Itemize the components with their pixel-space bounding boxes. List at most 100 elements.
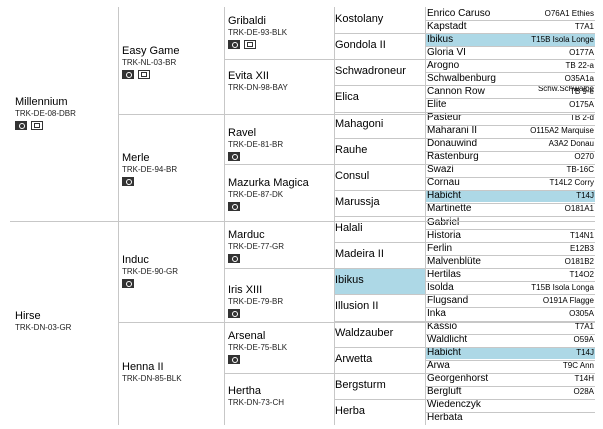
horse-cell[interactable]: Halali <box>334 216 425 242</box>
horse-name[interactable]: Ibikus <box>427 33 454 45</box>
camera-icon[interactable] <box>122 70 134 79</box>
horse-cell[interactable]: Malvenblüte O181B2 <box>425 256 595 268</box>
horse-cell[interactable]: Mazurka Magica TRK-DE-87-DK <box>228 177 309 211</box>
horse-cell[interactable]: Rauhe <box>334 138 425 164</box>
horse-name[interactable]: Halali <box>335 222 363 235</box>
horse-cell[interactable]: Gribaldi TRK-DE-93-BLK <box>228 15 287 49</box>
horse-cell[interactable]: Marussja <box>334 190 425 216</box>
camera-icon[interactable] <box>228 40 240 49</box>
horse-cell[interactable]: Ibikus <box>334 268 425 295</box>
film-icon[interactable] <box>244 40 256 49</box>
horse-name[interactable]: Millennium <box>15 96 68 108</box>
horse-name[interactable]: Rauhe <box>335 143 368 156</box>
camera-icon[interactable] <box>228 254 240 263</box>
horse-cell[interactable]: Schwalbenburg O35A1a Schw.Schwalbe <box>425 72 595 93</box>
horse-cell[interactable]: Waldlicht O59A <box>425 334 595 346</box>
horse-name[interactable]: Hertha <box>228 385 262 397</box>
horse-name[interactable]: Illusion II <box>335 300 379 313</box>
horse-cell[interactable]: Hertha TRK-DN-73-CH <box>228 385 284 408</box>
horse-name[interactable]: Herba <box>335 404 365 417</box>
horse-name[interactable]: Hertilas <box>427 268 461 280</box>
horse-cell[interactable]: Merle TRK-DE-94-BR <box>122 152 177 186</box>
horse-name[interactable]: Kapstadt <box>427 20 467 32</box>
horse-name[interactable]: Madeira II <box>335 248 384 261</box>
horse-name[interactable]: Flugsand <box>427 294 469 306</box>
horse-cell[interactable]: Habicht T14J <box>425 347 595 360</box>
horse-cell[interactable]: Enrico Caruso O76A1 Ethies <box>425 8 595 20</box>
horse-cell[interactable]: Millennium TRK-DE-08-DBR <box>15 96 76 130</box>
horse-cell[interactable]: Cannon Row TB 9-e <box>425 86 595 98</box>
horse-cell[interactable]: Waldzauber <box>334 321 425 347</box>
horse-name[interactable]: Waldzauber <box>335 326 394 339</box>
horse-name[interactable]: Gabriel <box>427 216 460 228</box>
horse-name[interactable]: Habicht <box>427 190 461 202</box>
horse-cell[interactable]: Schwadroneur <box>334 59 425 85</box>
horse-cell[interactable]: Herbata <box>425 412 595 424</box>
film-icon[interactable] <box>31 121 43 130</box>
camera-icon[interactable] <box>228 355 240 364</box>
horse-cell[interactable]: Evita XII TRK-DN-98-BAY <box>228 70 288 93</box>
horse-cell[interactable]: Iris XIII TRK-DE-79-BR <box>228 284 283 318</box>
horse-name[interactable]: Schwadroneur <box>335 65 406 78</box>
horse-name[interactable]: Historia <box>427 229 461 241</box>
horse-name[interactable]: Kassio <box>427 321 458 332</box>
horse-cell[interactable]: Isolda T15B Isola Longa <box>425 282 595 294</box>
horse-cell[interactable]: Consul <box>334 164 425 190</box>
horse-cell[interactable]: Martinette O181A1 <box>425 203 595 215</box>
horse-cell[interactable]: Marduc TRK-DE-77-GR <box>228 229 284 263</box>
horse-name[interactable]: Ravel <box>228 127 257 139</box>
horse-name[interactable]: Gondola II <box>335 39 386 52</box>
horse-name[interactable]: Schwalbenburg <box>427 72 496 84</box>
horse-name[interactable]: Gribaldi <box>228 15 266 27</box>
horse-name[interactable]: Arwetta <box>335 352 373 365</box>
horse-cell[interactable]: Rastenburg O270 <box>425 151 595 163</box>
horse-cell[interactable]: Easy Game TRK-NL-03-BR <box>122 45 179 79</box>
horse-name[interactable]: Iris XIII <box>228 284 263 296</box>
horse-name[interactable]: Malvenblüte <box>427 255 481 267</box>
horse-cell[interactable]: Swazi TB-16C <box>425 164 595 176</box>
horse-name[interactable]: Cornau <box>427 177 460 189</box>
horse-name[interactable]: Pasteur <box>427 112 462 123</box>
horse-cell[interactable]: Gloria VI O177A <box>425 47 595 59</box>
horse-cell[interactable]: Wiedenczyk <box>425 399 595 411</box>
horse-cell[interactable]: Cornau T14L2 Corry <box>425 177 595 189</box>
horse-name[interactable]: Habicht <box>427 347 461 359</box>
horse-name[interactable]: Merle <box>122 152 150 164</box>
horse-cell[interactable]: Habicht T14J <box>425 190 595 203</box>
horse-name[interactable]: Bergsturm <box>335 378 386 391</box>
camera-icon[interactable] <box>228 202 240 211</box>
horse-cell[interactable]: Kostolany <box>334 7 425 33</box>
horse-cell[interactable]: Induc TRK-DE-90-GR <box>122 254 178 288</box>
horse-name[interactable]: Wiedenczyk <box>427 399 481 411</box>
horse-name[interactable]: Herbata <box>427 412 463 424</box>
horse-cell[interactable]: Mahagoni <box>334 112 425 138</box>
horse-name[interactable]: Consul <box>335 169 370 182</box>
camera-icon[interactable] <box>122 177 134 186</box>
horse-name[interactable]: Martinette <box>427 203 472 215</box>
horse-name[interactable]: Enrico Caruso <box>427 7 491 19</box>
horse-name[interactable]: Rastenburg <box>427 151 479 163</box>
horse-cell[interactable]: Illusion II <box>334 294 425 320</box>
horse-name[interactable]: Cannon Row <box>427 85 485 97</box>
horse-name[interactable]: Swazi <box>427 164 454 176</box>
horse-cell[interactable]: Arogno TB 22-a <box>425 60 595 72</box>
horse-cell[interactable]: Hertilas T14O2 <box>425 269 595 281</box>
horse-cell[interactable]: Madeira II <box>334 242 425 268</box>
horse-name[interactable]: Marduc <box>228 229 265 241</box>
horse-cell[interactable]: Flugsand O191A Flagge <box>425 295 595 307</box>
horse-cell[interactable]: Ferlin E12B3 <box>425 243 595 255</box>
horse-cell[interactable]: Bergsturm <box>334 373 425 399</box>
horse-cell[interactable]: Arsenal TRK-DE-75-BLK <box>228 330 287 364</box>
horse-name[interactable]: Inka <box>427 307 446 319</box>
horse-cell[interactable]: Elica <box>334 85 425 111</box>
horse-cell[interactable]: Arwetta <box>334 347 425 373</box>
horse-cell[interactable]: Hirse TRK-DN-03-GR <box>15 310 71 333</box>
horse-name[interactable]: Ibikus <box>335 274 364 287</box>
horse-name[interactable]: Elica <box>335 91 359 104</box>
horse-cell[interactable]: Gondola II <box>334 33 425 59</box>
horse-name[interactable]: Arwa <box>427 360 450 372</box>
horse-cell[interactable]: Kapstadt T7A1 <box>425 21 595 33</box>
horse-cell[interactable]: Herba <box>334 399 425 425</box>
horse-name[interactable]: Mazurka Magica <box>228 177 309 189</box>
camera-icon[interactable] <box>15 121 27 130</box>
